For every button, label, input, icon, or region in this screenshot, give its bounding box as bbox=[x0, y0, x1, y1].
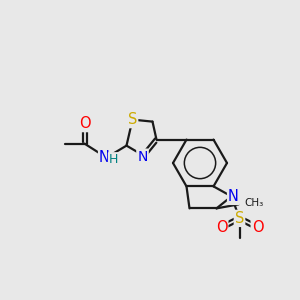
Text: S: S bbox=[128, 112, 137, 127]
Text: CH₃: CH₃ bbox=[244, 198, 264, 208]
Text: N: N bbox=[99, 150, 110, 165]
Text: N: N bbox=[228, 189, 239, 204]
Text: O: O bbox=[79, 116, 90, 131]
Text: N: N bbox=[137, 150, 148, 164]
Text: O: O bbox=[216, 220, 227, 235]
Text: S: S bbox=[235, 211, 244, 226]
Text: H: H bbox=[109, 153, 118, 166]
Text: O: O bbox=[252, 220, 263, 235]
